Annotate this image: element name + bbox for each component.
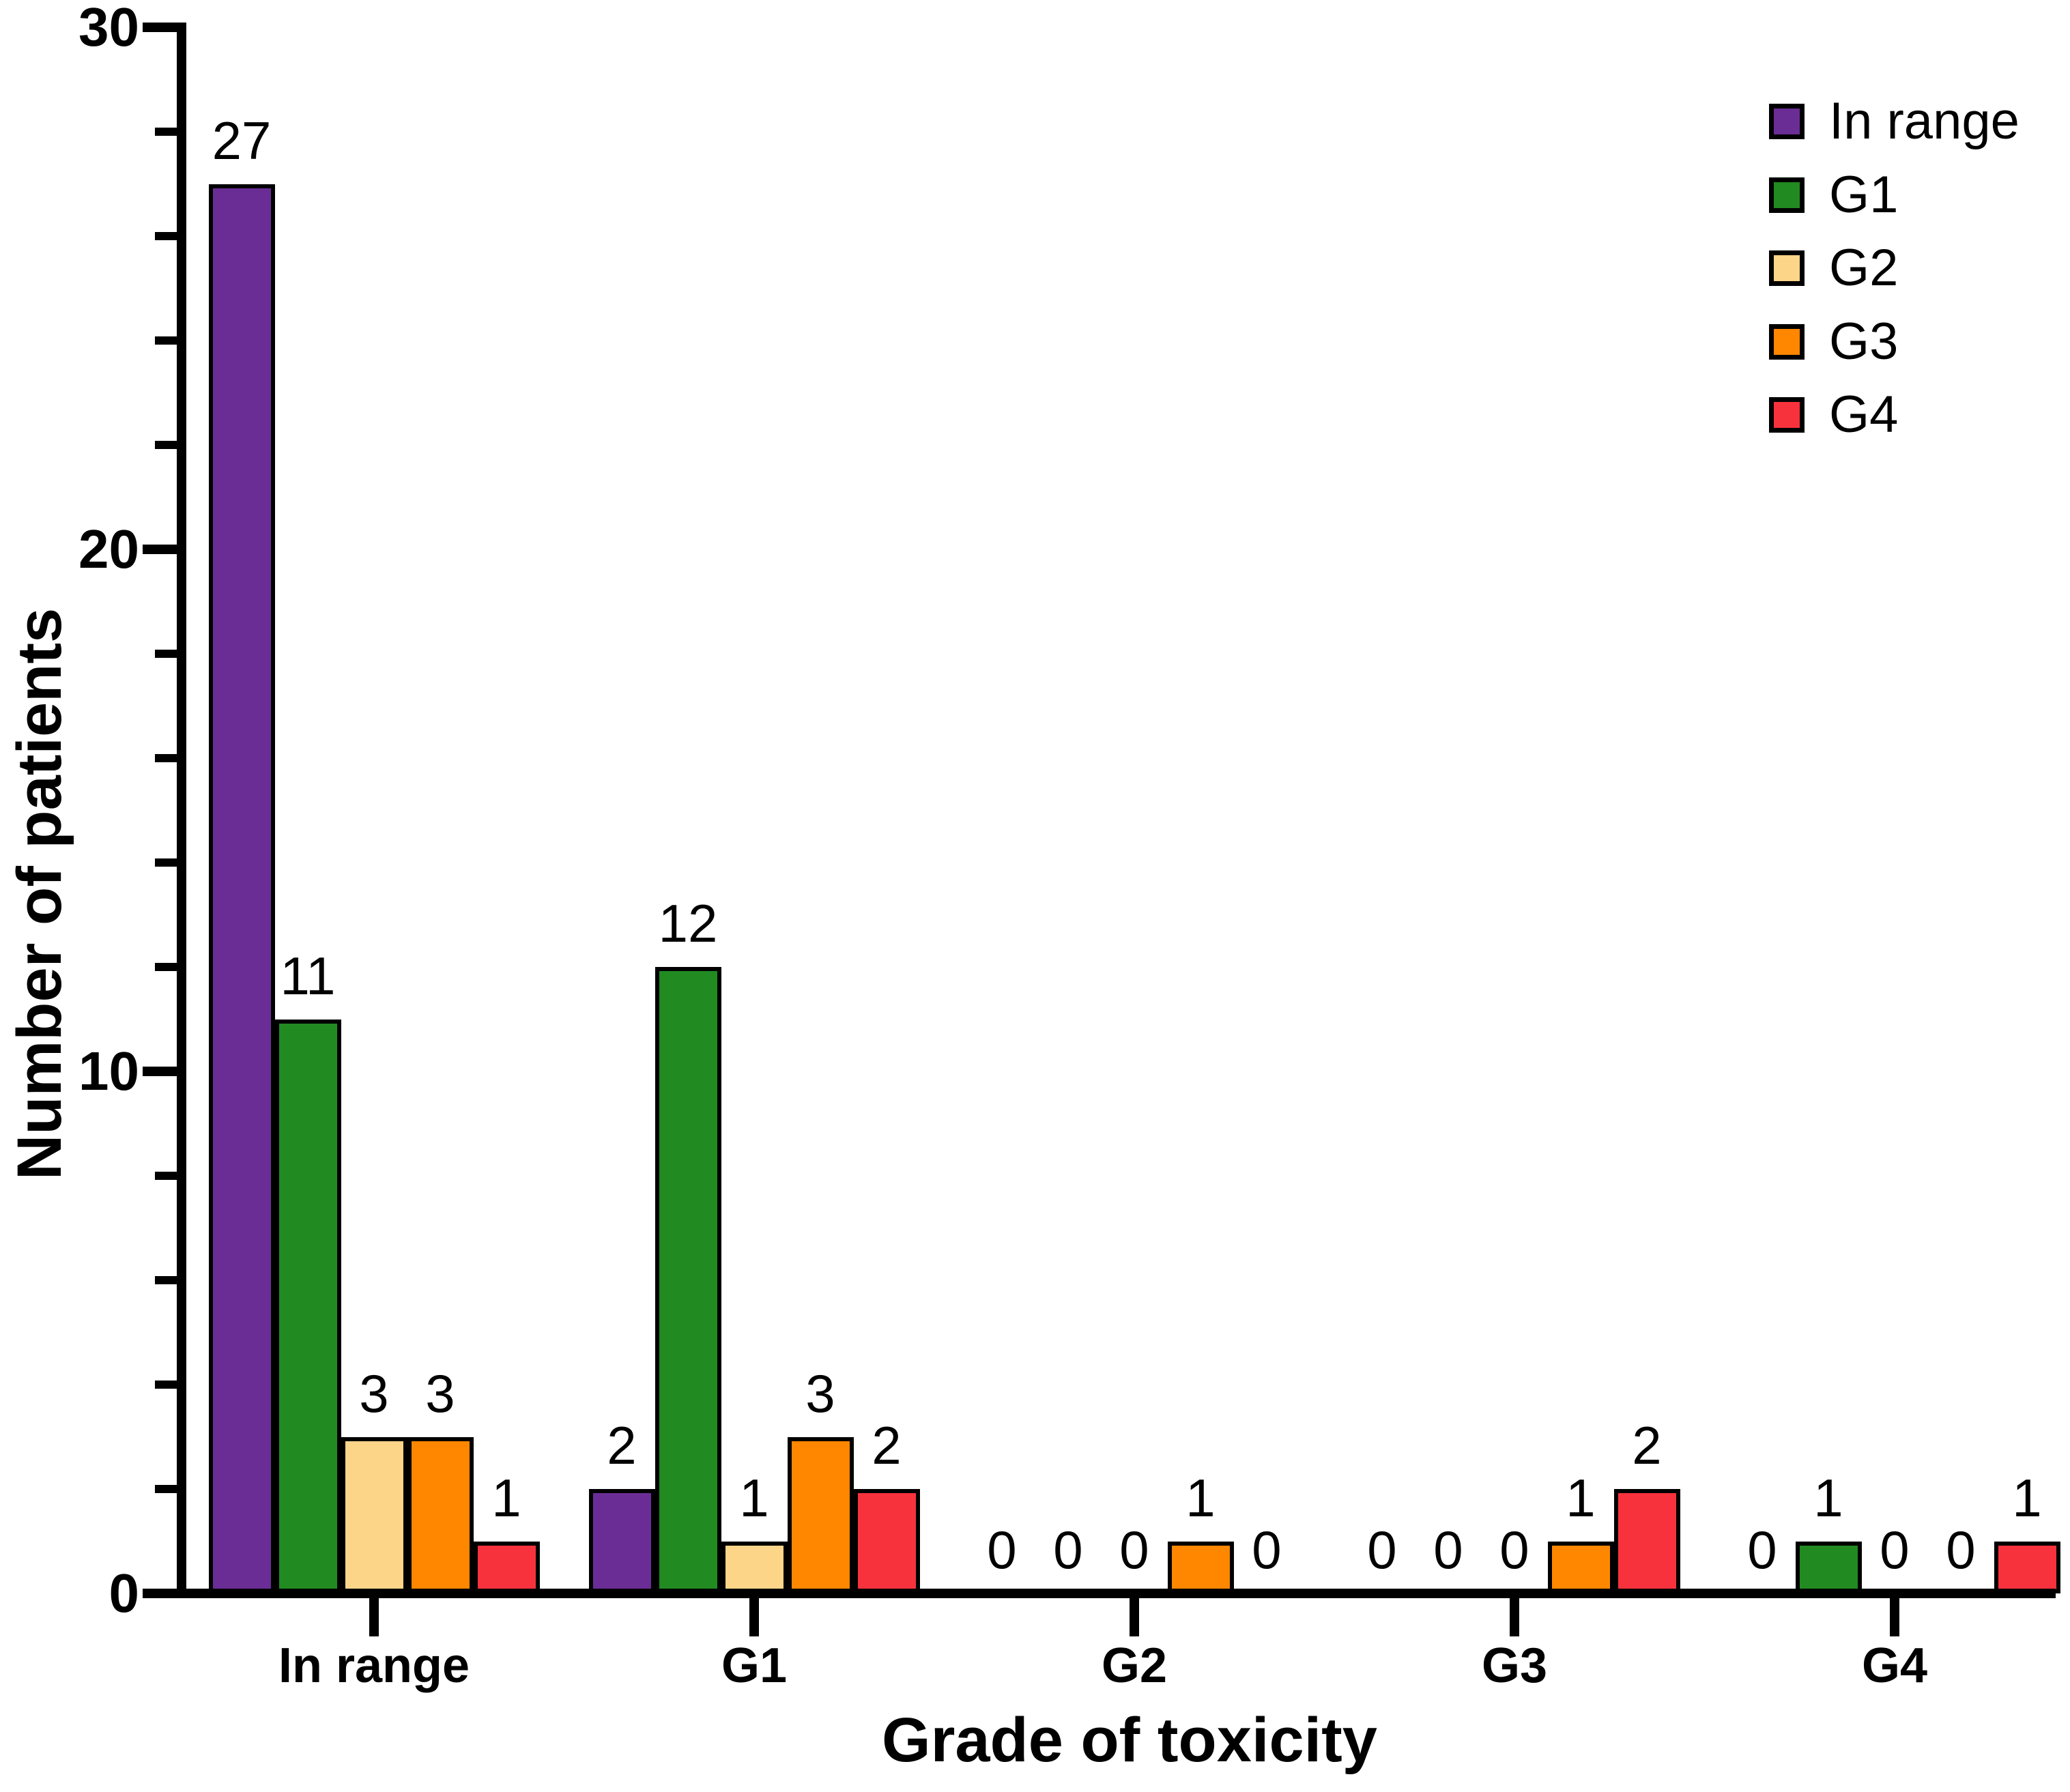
value-label: 3 xyxy=(359,1363,389,1424)
x-tick xyxy=(749,1598,759,1636)
x-tick xyxy=(369,1598,379,1636)
value-label: 1 xyxy=(1566,1467,1596,1528)
bar-g1-at-g1 xyxy=(655,967,721,1593)
y-minor-tick xyxy=(155,963,177,971)
y-minor-tick xyxy=(155,754,177,762)
y-minor-tick xyxy=(155,232,177,240)
value-label: 3 xyxy=(805,1363,835,1424)
value-label: 0 xyxy=(1880,1520,1910,1580)
legend: In range G1 G2 G3 G4 xyxy=(1769,96,2062,486)
y-major-tick xyxy=(143,23,177,32)
legend-swatch-in-range xyxy=(1769,104,1805,139)
y-minor-tick xyxy=(155,1381,177,1389)
x-tick xyxy=(1130,1598,1139,1636)
value-label: 0 xyxy=(1499,1520,1529,1580)
bar-g4-at-g1 xyxy=(853,1489,920,1593)
y-tick-label: 10 xyxy=(78,1041,139,1101)
bar-g2-at-in-range xyxy=(341,1436,407,1593)
legend-swatch-g1 xyxy=(1769,177,1805,213)
x-tick-label-in-range: In range xyxy=(278,1638,470,1693)
value-label: 1 xyxy=(1813,1467,1843,1528)
value-label: 11 xyxy=(280,945,336,1006)
bar-g1-at-in-range xyxy=(274,1019,341,1593)
value-label: 1 xyxy=(739,1467,769,1528)
legend-swatch-g2 xyxy=(1769,250,1805,286)
value-label: 2 xyxy=(1632,1415,1662,1475)
bar-in-range-at-in-range xyxy=(208,184,275,1593)
y-minor-tick xyxy=(155,1485,177,1493)
y-major-tick xyxy=(143,545,177,554)
legend-label: In range xyxy=(1829,92,2019,150)
y-minor-tick xyxy=(155,128,177,136)
x-tick-label-g3: G3 xyxy=(1481,1638,1548,1693)
y-minor-tick xyxy=(155,336,177,345)
bar-g4-at-g4 xyxy=(1994,1541,2060,1593)
y-minor-tick xyxy=(155,1172,177,1180)
value-label: 1 xyxy=(2012,1467,2042,1528)
y-tick-label: 0 xyxy=(109,1563,140,1623)
value-label: 0 xyxy=(1119,1520,1149,1580)
bar-g4-at-in-range xyxy=(473,1541,540,1593)
bar-in-range-at-g1 xyxy=(588,1489,655,1593)
legend-label: G3 xyxy=(1829,312,1899,371)
y-tick-label: 30 xyxy=(78,0,139,57)
bar-g3-at-in-range xyxy=(407,1436,474,1593)
bar-g3-at-g2 xyxy=(1167,1541,1234,1593)
legend-swatch-g3 xyxy=(1769,323,1805,360)
x-axis-title: Grade of toxicity xyxy=(882,1705,1377,1775)
bar-g3-at-g3 xyxy=(1547,1541,1614,1593)
value-label: 3 xyxy=(425,1363,455,1424)
x-tick xyxy=(1890,1598,1899,1636)
legend-swatch-g4 xyxy=(1769,397,1805,433)
bar-g4-at-g3 xyxy=(1613,1489,1680,1593)
legend-row-g2: G2 xyxy=(1769,242,1898,294)
value-label: 0 xyxy=(1053,1520,1083,1580)
x-axis-line xyxy=(177,1589,2056,1598)
y-minor-tick xyxy=(155,441,177,449)
legend-row-g3: G3 xyxy=(1769,315,1898,367)
legend-label: G4 xyxy=(1829,386,1899,444)
legend-label: G1 xyxy=(1829,165,1899,224)
legend-row-g1: G1 xyxy=(1769,169,1898,220)
y-tick-label: 20 xyxy=(78,519,139,579)
value-label: 2 xyxy=(872,1415,902,1475)
x-tick xyxy=(1510,1598,1519,1636)
value-label: 27 xyxy=(212,110,272,171)
value-label: 2 xyxy=(607,1415,637,1475)
legend-row-in-range: In range xyxy=(1769,96,2019,147)
y-minor-tick xyxy=(155,650,177,658)
value-label: 0 xyxy=(1367,1520,1397,1580)
x-tick-label-g1: G1 xyxy=(721,1638,788,1693)
value-label: 0 xyxy=(1747,1520,1777,1580)
bar-g2-at-g1 xyxy=(721,1541,788,1593)
y-axis-title: Number of patients xyxy=(5,607,74,1181)
y-minor-tick xyxy=(155,858,177,867)
bar-g3-at-g1 xyxy=(787,1436,854,1593)
value-label: 12 xyxy=(658,893,718,953)
legend-label: G2 xyxy=(1829,239,1899,297)
x-tick-label-g2: G2 xyxy=(1101,1638,1168,1693)
y-minor-tick xyxy=(155,1276,177,1284)
legend-row-g4: G4 xyxy=(1769,389,1898,441)
value-label: 1 xyxy=(1185,1467,1216,1528)
y-axis-spine xyxy=(177,23,186,1598)
value-label: 0 xyxy=(1252,1520,1282,1580)
y-major-tick xyxy=(143,1589,177,1598)
y-major-tick xyxy=(143,1067,177,1076)
value-label: 0 xyxy=(1433,1520,1463,1580)
value-label: 0 xyxy=(1946,1520,1976,1580)
x-tick-label-g4: G4 xyxy=(1861,1638,1928,1693)
value-label: 0 xyxy=(987,1520,1017,1580)
value-label: 1 xyxy=(491,1467,521,1528)
